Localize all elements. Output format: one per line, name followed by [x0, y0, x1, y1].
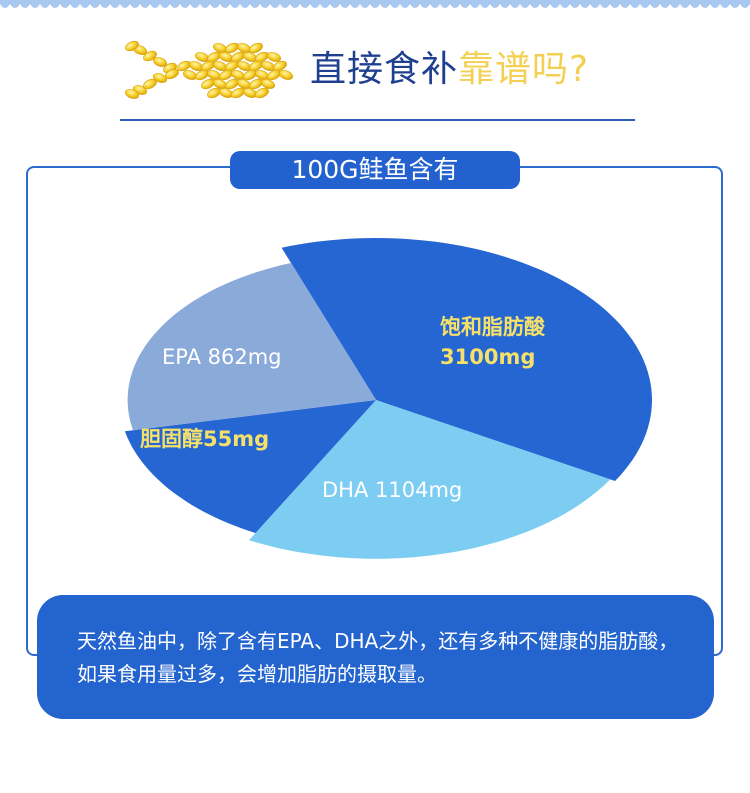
capsule-icon — [249, 42, 263, 54]
capsule-icon — [273, 60, 287, 72]
capsule-icon — [124, 89, 140, 99]
capsule-icon — [125, 40, 139, 52]
capsule-icon — [152, 57, 168, 67]
capsule-icon — [152, 73, 168, 83]
capsule-icon — [143, 50, 157, 62]
title-dark: 直接食补 — [310, 49, 459, 90]
note-text: 天然鱼油中，除了含有EPA、DHA之外，还有多种不健康的脂肪酸，如果食用量过多，… — [77, 629, 679, 686]
label-saturated-name: 饱和脂肪酸 — [440, 315, 546, 339]
capsule-icon — [255, 87, 269, 99]
chart-title: 100G鲑鱼含有 — [230, 151, 520, 189]
title-highlight: 靠谱吗? — [458, 49, 590, 90]
capsule-icon — [260, 79, 276, 89]
header-divider — [120, 119, 635, 121]
label-cholesterol: 胆固醇55mg — [140, 427, 269, 451]
label-epa: EPA 862mg — [162, 345, 282, 369]
slice-epa — [127, 263, 376, 431]
capsule-icon — [266, 52, 282, 62]
slice-saturated-fat — [281, 238, 652, 481]
top-wave-border — [0, 0, 750, 8]
slice-dha — [249, 400, 611, 559]
label-dha: DHA 1104mg — [322, 478, 462, 502]
page-title: 直接食补靠谱吗? — [310, 46, 589, 94]
slice-cholesterol — [124, 400, 377, 533]
fish-oil-capsules-icon — [124, 40, 294, 99]
header: 直接食补靠谱吗? — [0, 30, 750, 110]
capsule-icon — [278, 70, 294, 80]
capsule-icon — [165, 68, 179, 80]
note-box: 天然鱼油中，除了含有EPA、DHA之外，还有多种不健康的脂肪酸，如果食用量过多，… — [37, 595, 714, 719]
label-saturated-value: 3100mg — [440, 345, 535, 369]
